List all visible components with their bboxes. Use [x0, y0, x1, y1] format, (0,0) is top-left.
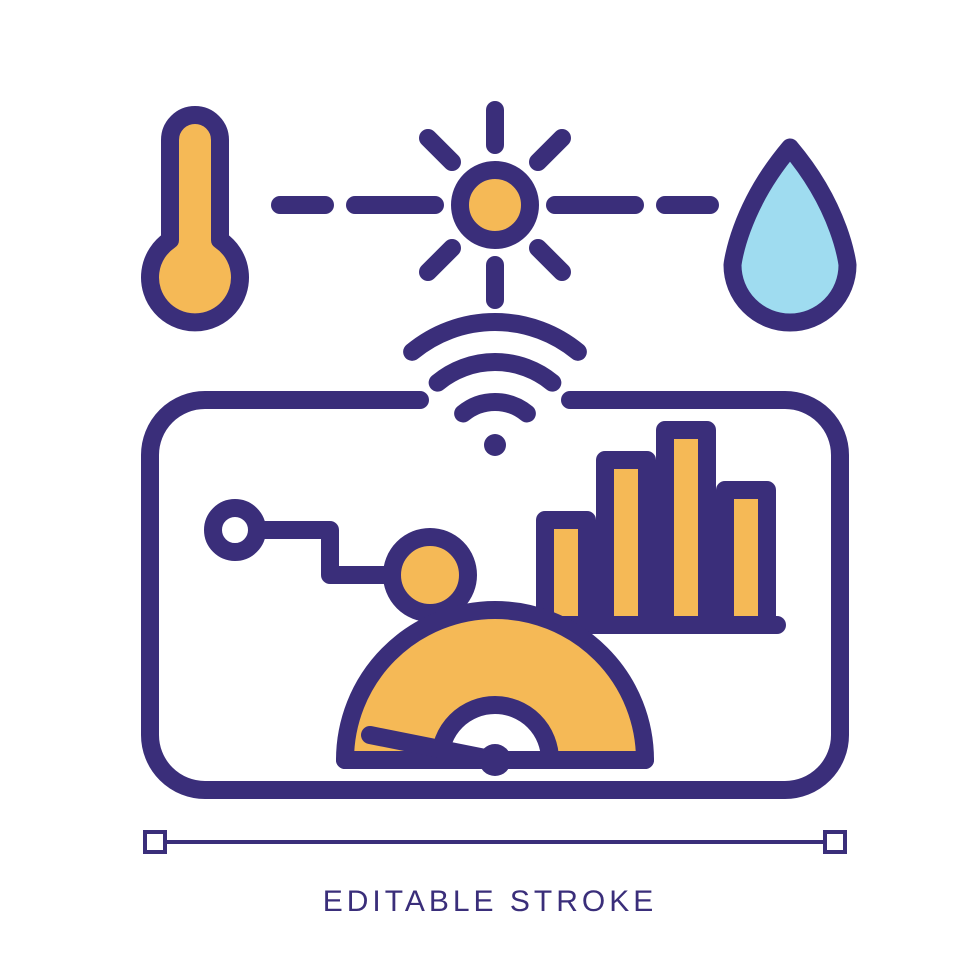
icon-canvas: EDITABLE STROKE	[0, 0, 980, 980]
chart-bar	[665, 430, 707, 625]
wifi-arc	[463, 402, 527, 413]
sun-ray	[538, 138, 562, 162]
chart-bar	[545, 520, 587, 625]
water-drop-icon	[733, 148, 848, 323]
stroke-handle-left[interactable]	[145, 832, 165, 852]
wifi-arc	[412, 322, 578, 352]
chart-bar	[605, 460, 647, 625]
circuit-path	[257, 530, 392, 575]
sun-ray	[538, 248, 562, 272]
infographic-svg	[0, 0, 980, 980]
chart-bar	[725, 490, 767, 625]
circuit-node-large	[392, 537, 468, 613]
thermometer-icon	[150, 115, 240, 322]
caption-label: EDITABLE STROKE	[0, 885, 980, 919]
sun-ray	[428, 138, 452, 162]
wifi-arc	[438, 362, 553, 383]
circuit-node-small	[213, 508, 257, 552]
gauge-hub	[479, 744, 511, 776]
sun-icon	[460, 170, 530, 240]
sun-ray	[428, 248, 452, 272]
stroke-handle-right[interactable]	[825, 832, 845, 852]
wifi-dot	[484, 434, 506, 456]
